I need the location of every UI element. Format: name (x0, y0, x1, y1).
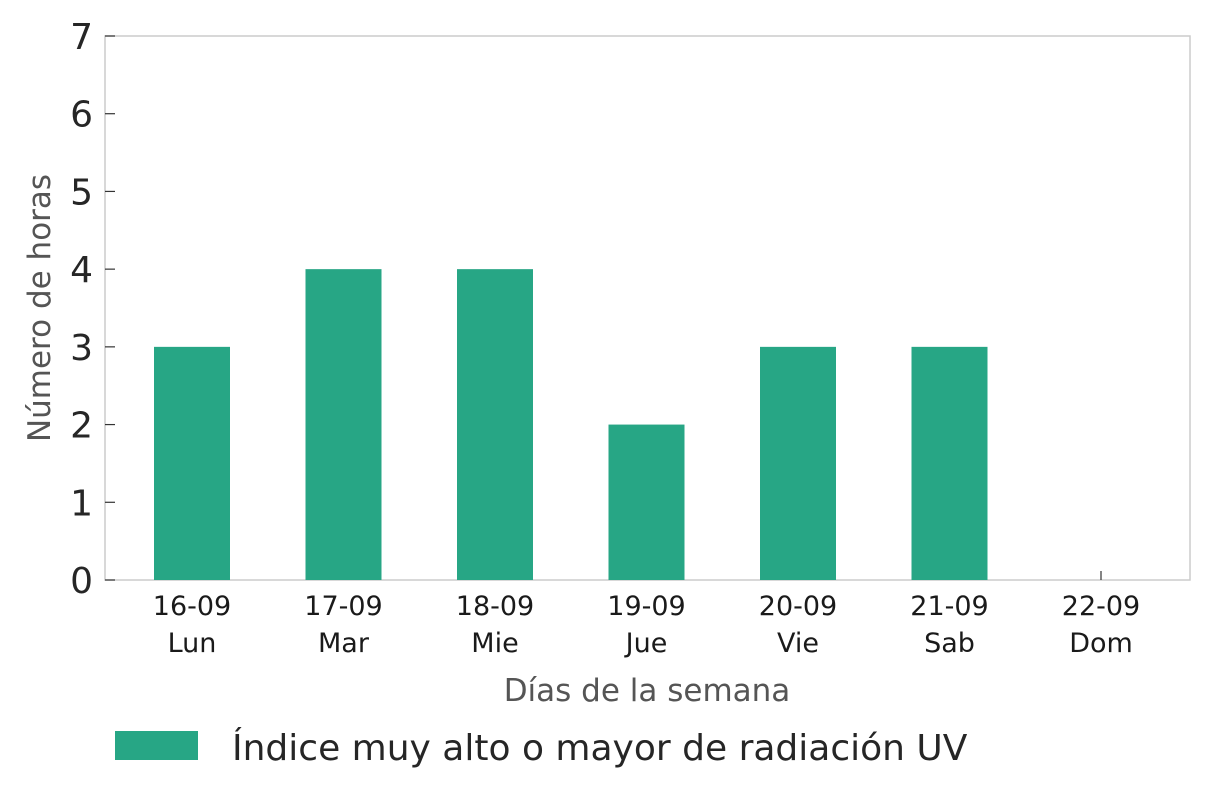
y-axis-label: Número de horas (22, 174, 58, 442)
bar (911, 346, 988, 580)
x-axis: 16-09 Lun 17-09 Mar 18-09 Mie 19-09 Jue 20-09 Vie… (153, 571, 1140, 659)
x-tick-label-day: Lun (168, 628, 217, 659)
y-tick-label: 7 (70, 17, 93, 58)
x-tick-label-day: Sab (924, 628, 975, 659)
bar (154, 346, 230, 580)
x-tick-label-date: 18-09 (456, 591, 534, 622)
x-tick-label-day: Mar (318, 628, 370, 659)
y-tick-label: 0 (70, 561, 93, 602)
y-tick-label: 5 (70, 172, 93, 213)
x-axis-label: Días de la semana (504, 673, 791, 709)
x-tick-label-date: 17-09 (304, 591, 382, 622)
bar (305, 269, 382, 580)
y-tick-label: 6 (70, 95, 93, 136)
y-tick-label: 4 (70, 250, 93, 291)
bar (760, 346, 836, 580)
x-tick-label-date: 16-09 (153, 591, 231, 622)
x-tick-label-date: 22-09 (1062, 591, 1140, 622)
x-tick-label-date: 21-09 (910, 591, 988, 622)
bars (154, 269, 988, 580)
y-tick-label: 1 (70, 483, 93, 524)
y-tick-label: 2 (70, 406, 93, 447)
bar (608, 424, 685, 580)
x-tick-label-day: Mie (471, 628, 518, 659)
legend: Índice muy alto o mayor de radiación UV (115, 727, 968, 769)
x-tick-label-day: Dom (1069, 628, 1133, 659)
legend-swatch (115, 731, 198, 760)
y-tick-label: 3 (70, 328, 93, 369)
bar (457, 269, 533, 580)
legend-label: Índice muy alto o mayor de radiación UV (232, 727, 968, 769)
x-tick-label-day: Jue (624, 628, 668, 659)
y-axis: 0 1 2 3 4 5 6 7 (70, 17, 115, 602)
x-tick-label-date: 19-09 (607, 591, 685, 622)
x-tick-label-date: 20-09 (759, 591, 837, 622)
x-tick-label-day: Vie (777, 628, 819, 659)
